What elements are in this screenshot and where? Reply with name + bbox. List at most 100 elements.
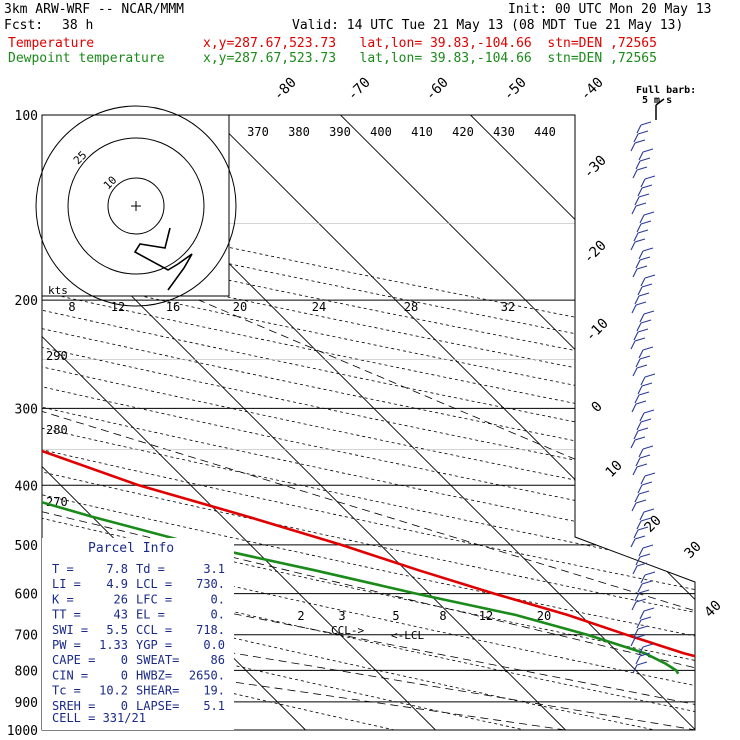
isotherm-label: -30 [581, 153, 610, 182]
wind-barb [635, 157, 651, 170]
dry-adiabat [42, 115, 454, 730]
isotherm-label: 10 [603, 458, 626, 481]
wind-barb [631, 400, 647, 413]
moist-adiabat [42, 299, 695, 730]
pressure-label: 400 [15, 479, 38, 494]
isotherm-label: -80 [271, 75, 300, 104]
pressure-label: 500 [15, 539, 38, 554]
pressure-label: 900 [15, 696, 38, 711]
dry-adiabat [42, 115, 695, 730]
wind-barb [639, 310, 655, 323]
dry-adiabat [42, 115, 695, 730]
dry-adiabat [42, 115, 695, 730]
wind-barb [638, 346, 654, 359]
isotherm-label: 30 [682, 539, 705, 562]
hodograph-speed-label: 20 [233, 300, 247, 314]
wind-barb [638, 148, 654, 161]
wind-barb [638, 643, 654, 656]
isotherm-line [600, 115, 695, 730]
hodograph-speed-label: 16 [166, 300, 180, 314]
hodograph-speed-label: 8 [68, 300, 75, 314]
wind-barb [632, 562, 648, 575]
hodograph-speed-label: 28 [404, 300, 418, 314]
moist-adiabat [42, 299, 695, 730]
wind-barb [631, 202, 647, 215]
wind-barb [637, 283, 653, 296]
dry-adiabat-label: 280 [46, 423, 68, 437]
wind-barb [634, 391, 650, 404]
wind-barb [640, 274, 656, 287]
wind-barb [630, 634, 646, 647]
init-time: Init: 00 UTC Mon 20 May 13 [508, 2, 712, 17]
hodograph-speed-label: 24 [312, 300, 326, 314]
wind-barb [630, 535, 646, 548]
pressure-label: 200 [15, 294, 38, 309]
wind-barb [638, 445, 654, 458]
wind-barb [631, 598, 647, 611]
moist-adiabat [198, 299, 695, 730]
wind-barb [633, 526, 649, 539]
wind-barb [635, 454, 651, 467]
dewpoint-trace [42, 115, 680, 675]
isotherm-line [730, 115, 740, 730]
wind-barb [636, 319, 652, 332]
wind-barb [631, 499, 647, 512]
hodograph-ring [107, 177, 165, 235]
wind-barb [640, 571, 656, 584]
wind-barb [632, 166, 648, 179]
wind-barb [630, 238, 646, 251]
plot-frame [41, 114, 696, 731]
mixing-ratio-label: 12 [479, 609, 493, 623]
pressure-label: 600 [15, 588, 38, 603]
wind-barb [638, 247, 654, 260]
mixing-ratio-label: 8 [439, 609, 446, 623]
barb-key-line2: 5 m s [642, 95, 672, 106]
mixing-ratio-label: 2 [297, 609, 304, 623]
wind-barb [632, 661, 648, 674]
theta-label: 440 [534, 125, 556, 139]
wind-barb [639, 409, 655, 422]
wind-barb [635, 652, 651, 665]
wind-barb [640, 373, 656, 386]
theta-label: 390 [329, 125, 351, 139]
wind-barb [640, 472, 656, 485]
wind-barb [637, 580, 653, 593]
wind-barb [631, 301, 647, 314]
wind-barb [633, 328, 649, 341]
mixing-ratio-label: 20 [537, 609, 551, 623]
legend-dewpoint-location: x,y=287.67,523.73 lat,lon= 39.83,-104.66… [203, 51, 657, 66]
legend-dewpoint-name: Dewpoint temperature [8, 51, 165, 66]
pressure-label: 300 [15, 402, 38, 417]
wind-barb [634, 292, 650, 305]
wind-barb [635, 355, 651, 368]
hodograph-ring [67, 137, 205, 275]
dry-adiabat [42, 115, 695, 730]
hodograph-speed-label: 12 [111, 300, 125, 314]
wind-barb [637, 481, 653, 494]
wind-barb [636, 418, 652, 431]
wind-barb [640, 175, 656, 188]
wind-barb [633, 130, 649, 143]
theta-label: 410 [411, 125, 433, 139]
legend-temperature-name: Temperature [8, 36, 95, 51]
wind-barb [630, 337, 646, 350]
wind-barb [630, 139, 646, 152]
dry-adiabat [42, 115, 695, 730]
wind-barb [638, 544, 654, 557]
wind-barb [633, 427, 649, 440]
lcl-marker: <-LCL [391, 629, 424, 642]
moist-adiabat [42, 299, 695, 730]
legend-temperature-location: x,y=287.67,523.73 lat,lon= 39.83,-104.66… [203, 36, 657, 51]
hodograph-unit: kts [48, 284, 68, 297]
theta-label: 420 [452, 125, 474, 139]
wind-barb [632, 364, 648, 377]
mixing-ratio-label: 5 [392, 609, 399, 623]
moist-adiabat [42, 299, 656, 730]
isotherm-label: -20 [581, 238, 610, 267]
theta-label: 380 [288, 125, 310, 139]
forecast-label: Fcst: [4, 18, 44, 33]
wind-barb [634, 193, 650, 206]
mixing-ratio-label: 3 [338, 609, 345, 623]
hodograph-trace [133, 227, 193, 291]
